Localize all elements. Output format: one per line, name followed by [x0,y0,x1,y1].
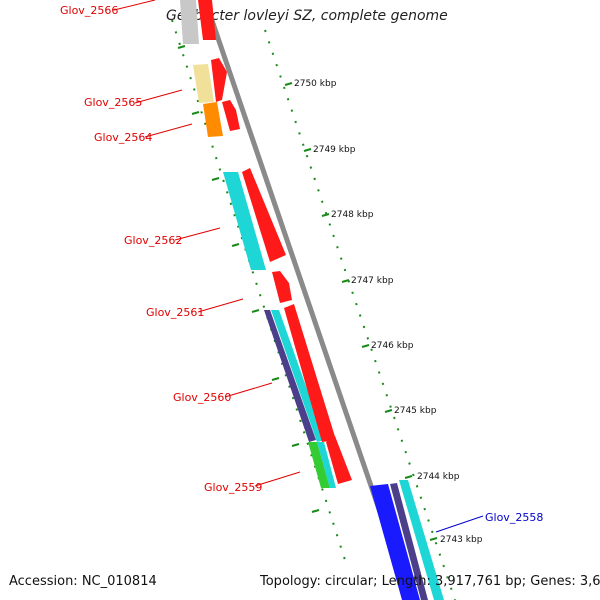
gene-glov-2558[interactable] [370,480,444,600]
gene-glov-2566[interactable] [180,0,216,44]
svg-text:Glov_2559: Glov_2559 [204,481,262,494]
label-glov-2564[interactable]: Glov_2564 [94,123,193,144]
svg-text:Glov_2558: Glov_2558 [485,511,543,524]
gene-glov-2564[interactable] [203,100,240,137]
gene-glov-2560[interactable] [264,304,336,442]
tick-track-right [264,29,456,600]
label-glov-2562[interactable]: Glov_2562 [124,227,221,247]
svg-text:Glov_2564: Glov_2564 [94,131,152,144]
kbp-label: 2747 kbp [351,276,394,286]
gene-glov-2559[interactable] [308,436,352,488]
kbp-label: 2745 kbp [394,406,437,416]
label-glov-2566[interactable]: Glov_2566 [60,0,156,17]
kbp-label: 2744 kbp [417,472,460,482]
genome-stats-text: Topology: circular; Length: 3,917,761 bp… [260,574,600,589]
svg-text:Glov_2560: Glov_2560 [173,391,231,404]
kbp-label: 2743 kbp [440,535,483,545]
kbp-label: 2748 kbp [331,210,374,220]
gene-glov-2561[interactable] [272,271,292,303]
left-track-ticks [177,45,320,513]
svg-text:Glov_2565: Glov_2565 [84,96,142,109]
kbp-scale: 2750 kbp 2749 kbp 2748 kbp 2747 kbp 2746… [284,79,483,545]
accession-text: Accession: NC_010814 [9,574,157,589]
svg-text:Glov_2562: Glov_2562 [124,234,182,247]
kbp-label: 2749 kbp [313,145,356,155]
label-glov-2560[interactable]: Glov_2560 [173,382,273,404]
label-glov-2559[interactable]: Glov_2559 [204,471,301,494]
svg-text:Glov_2561: Glov_2561 [146,306,204,319]
label-glov-2558[interactable]: Glov_2558 [435,511,543,533]
gene-glov-2562[interactable] [223,168,286,270]
genome-title: Geobacter lovleyi SZ, complete genome [166,8,448,24]
kbp-label: 2746 kbp [371,341,414,351]
svg-text:Glov_2566: Glov_2566 [60,4,118,17]
kbp-label: 2750 kbp [294,79,337,89]
label-glov-2565[interactable]: Glov_2565 [84,89,183,109]
label-glov-2561[interactable]: Glov_2561 [146,298,244,319]
gene-glov-2565[interactable] [193,58,227,103]
